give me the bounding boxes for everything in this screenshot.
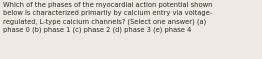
Text: Which of the phases of the myocardial action potential shown
below is characteri: Which of the phases of the myocardial ac… xyxy=(3,2,213,33)
